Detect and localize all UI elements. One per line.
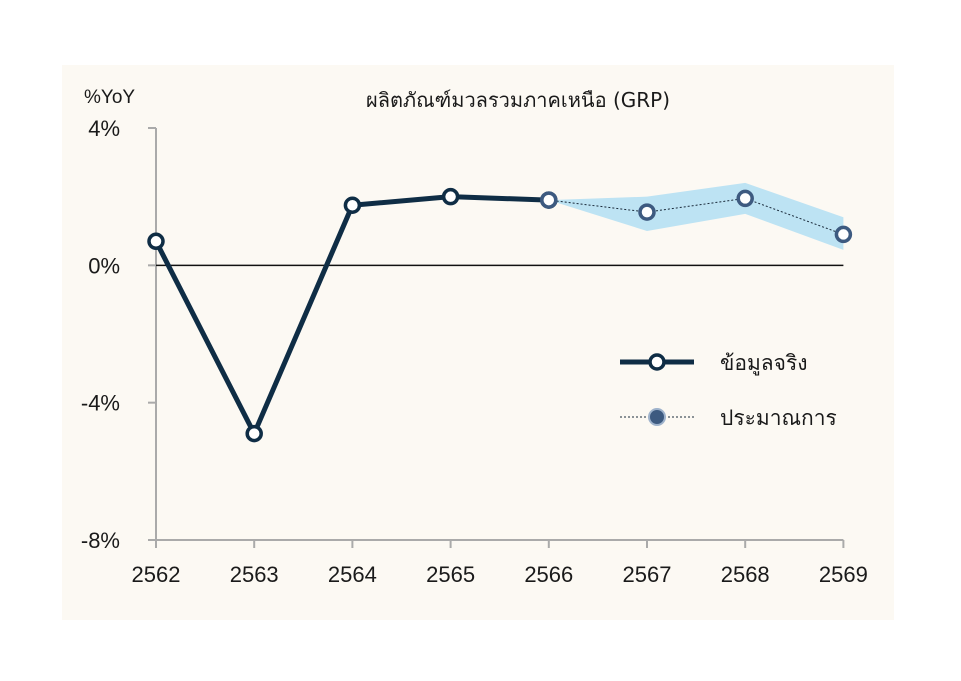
- actual-data-point: [343, 196, 362, 214]
- y-tick-label: -8%: [81, 528, 120, 553]
- actual-data-point: [441, 187, 460, 206]
- legend-actual-swatch-marker: [648, 353, 666, 371]
- y-tick-label: 4%: [88, 116, 120, 141]
- forecast-data-point: [638, 203, 656, 221]
- forecast-series-line: [548, 197, 844, 235]
- forecast-data-point: [834, 225, 853, 244]
- x-tick-label: 2563: [230, 562, 279, 587]
- legend-actual-label: ข้อมูลจริง: [720, 351, 808, 376]
- chart-title: ผลิตภัณฑ์มวลรวมภาคเหนือ (GRP): [366, 88, 670, 112]
- series-lines: [153, 194, 844, 437]
- legend-forecast-swatch-marker: [648, 408, 666, 426]
- legend-forecast-label: ประมาณการ: [720, 406, 837, 430]
- x-tick-label: 2562: [132, 562, 181, 587]
- actual-data-point: [245, 424, 263, 443]
- y-axis-unit-label: %YoY: [84, 87, 135, 108]
- actual-series-line: [153, 194, 552, 437]
- axes: 4% 0% -4% -8% 2562 2563 2564 2565 2566 2567 2568 25…: [81, 116, 868, 587]
- series-points: [147, 187, 853, 443]
- forecast-data-point: [736, 189, 754, 208]
- forecast-band-layer: [548, 182, 844, 250]
- junction-data-point: [540, 191, 558, 209]
- y-tick-label: 0%: [88, 253, 120, 278]
- y-tick-label: -4%: [81, 391, 120, 416]
- x-tick-label: 2565: [426, 562, 475, 587]
- x-tick-label: 2567: [623, 562, 672, 587]
- x-tick-label: 2568: [721, 562, 770, 587]
- line-chart: ผลิตภัณฑ์มวลรวมภาคเหนือ (GRP) %YoY 4% 0% -…: [81, 87, 868, 587]
- actual-data-point: [147, 232, 165, 251]
- chart-panel: ผลิตภัณฑ์มวลรวมภาคเหนือ (GRP) %YoY 4% 0% -…: [62, 65, 894, 620]
- x-tick-label: 2564: [328, 562, 377, 587]
- forecast-range-band: [548, 182, 844, 250]
- x-tick-label: 2569: [819, 562, 868, 587]
- x-tick-label: 2566: [524, 562, 573, 587]
